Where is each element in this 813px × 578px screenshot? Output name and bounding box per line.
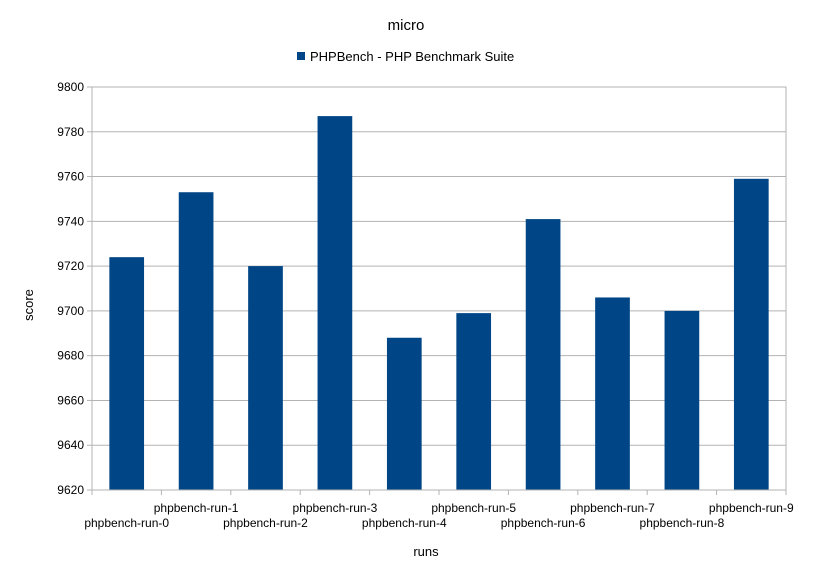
x-tick-label: phpbench-run-8 (640, 516, 725, 530)
y-tick-label: 9720 (57, 259, 84, 273)
x-tick-label: phpbench-run-3 (293, 501, 378, 515)
y-tick-label: 9760 (57, 170, 84, 184)
x-tick-label: phpbench-run-1 (154, 501, 239, 515)
bar-phpbench-run-3 (317, 116, 353, 490)
y-tick-label: 9780 (57, 125, 84, 139)
y-tick-label: 9680 (57, 349, 84, 363)
bar-phpbench-run-5 (456, 313, 492, 490)
y-tick-label: 9700 (57, 304, 84, 318)
legend-label: PHPBench - PHP Benchmark Suite (310, 49, 514, 64)
legend: PHPBench - PHP Benchmark Suite (297, 49, 514, 64)
bar-phpbench-run-4 (386, 337, 422, 490)
y-tick-label: 9800 (57, 80, 84, 94)
bar-phpbench-run-8 (664, 310, 700, 490)
bars (109, 116, 769, 491)
x-tick-label: phpbench-run-6 (501, 516, 586, 530)
bar-phpbench-run-2 (248, 266, 283, 490)
bar-phpbench-run-7 (595, 297, 630, 490)
x-tick-label: phpbench-run-5 (431, 501, 516, 515)
y-tick-label: 9640 (57, 438, 84, 452)
x-tick-label: phpbench-run-2 (223, 516, 308, 530)
x-axis-title: runs (413, 544, 439, 559)
y-tick-label: 9740 (57, 214, 84, 228)
y-tick-label: 9620 (57, 483, 84, 497)
x-tick-label: phpbench-run-4 (362, 516, 447, 530)
bar-phpbench-run-9 (733, 178, 769, 491)
plot-frame (91, 86, 787, 491)
x-tick-label: phpbench-run-7 (570, 501, 655, 515)
y-tick-label: 9660 (57, 393, 84, 407)
x-tick-label: phpbench-run-9 (709, 501, 794, 515)
y-axis-title: score (21, 289, 36, 321)
x-axis-ticks: phpbench-run-0phpbench-run-1phpbench-run… (84, 490, 794, 530)
bar-phpbench-run-6 (525, 219, 561, 490)
x-tick-label: phpbench-run-0 (84, 516, 169, 530)
axes (91, 86, 787, 491)
chart-title: micro (388, 17, 425, 34)
legend-swatch (297, 52, 305, 60)
bar-phpbench-run-1 (178, 192, 214, 490)
y-axis-ticks: 9620 9640 9660 9680 9700 9720 9740 9760 9780 9800 (57, 80, 92, 497)
bar-phpbench-run-0 (109, 257, 145, 490)
